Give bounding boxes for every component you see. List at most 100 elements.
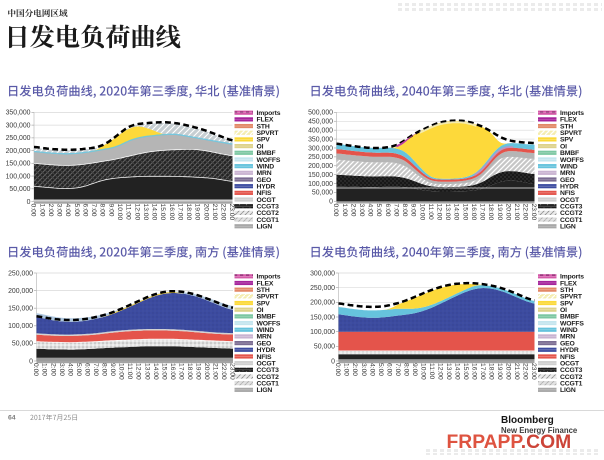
svg-text:0:00: 0:00 (32, 363, 39, 376)
svg-text:FLEX: FLEX (560, 117, 577, 124)
svg-text:2:00: 2:00 (47, 204, 54, 217)
svg-text:20:00: 20:00 (505, 363, 512, 380)
svg-text:OCGT: OCGT (257, 360, 277, 367)
svg-text:GEO: GEO (560, 340, 575, 347)
svg-text:GEO: GEO (560, 177, 575, 184)
svg-text:CCGT2: CCGT2 (257, 210, 280, 217)
svg-text:21:00: 21:00 (513, 204, 520, 221)
svg-text:4:00: 4:00 (64, 204, 71, 217)
svg-text:SPV: SPV (257, 300, 271, 307)
svg-text:5:00: 5:00 (377, 363, 384, 376)
svg-text:SPV: SPV (257, 137, 271, 144)
svg-text:350,000: 350,000 (6, 110, 31, 117)
svg-text:5:00: 5:00 (375, 204, 382, 217)
svg-text:150,000: 150,000 (6, 161, 31, 168)
svg-text:15:00: 15:00 (159, 204, 166, 221)
svg-text:WIND: WIND (560, 163, 578, 170)
svg-text:22:00: 22:00 (522, 204, 529, 221)
svg-text:12:00: 12:00 (437, 363, 444, 380)
svg-text:SPV: SPV (560, 137, 574, 144)
svg-text:WOFFS: WOFFS (560, 320, 584, 327)
svg-text:18:00: 18:00 (487, 204, 494, 221)
svg-text:15:00: 15:00 (462, 363, 469, 380)
svg-text:18:00: 18:00 (186, 363, 193, 380)
svg-text:23:00: 23:00 (530, 363, 537, 380)
svg-text:STH: STH (257, 287, 270, 294)
svg-text:13:00: 13:00 (142, 204, 149, 221)
svg-text:3:00: 3:00 (358, 204, 365, 217)
svg-text:SPVRT: SPVRT (257, 294, 280, 301)
svg-text:16:00: 16:00 (471, 363, 478, 380)
svg-text:2:00: 2:00 (351, 363, 358, 376)
svg-text:17:00: 17:00 (176, 204, 183, 221)
svg-text:11:00: 11:00 (428, 363, 435, 380)
svg-text:20:00: 20:00 (504, 204, 511, 221)
svg-text:1:00: 1:00 (41, 363, 48, 376)
svg-text:NFIS: NFIS (560, 190, 575, 197)
svg-text:200,000: 200,000 (310, 300, 335, 307)
svg-text:0: 0 (329, 199, 333, 206)
svg-text:BMBF: BMBF (560, 150, 579, 157)
svg-text:250,000: 250,000 (310, 285, 335, 292)
svg-text:Imports: Imports (257, 274, 281, 281)
svg-text:MRN: MRN (257, 170, 272, 177)
svg-text:17:00: 17:00 (479, 363, 486, 380)
svg-text:22:00: 22:00 (522, 363, 529, 380)
svg-text:GEO: GEO (257, 177, 272, 184)
svg-text:WIND: WIND (560, 327, 578, 334)
svg-text:OI: OI (257, 143, 264, 150)
svg-text:150,000: 150,000 (310, 314, 335, 321)
svg-text:LIGN: LIGN (257, 387, 273, 394)
svg-text:0:00: 0:00 (30, 204, 37, 217)
svg-text:22:00: 22:00 (220, 204, 227, 221)
svg-text:200,000: 200,000 (6, 148, 31, 155)
svg-text:SPVRT: SPVRT (560, 130, 583, 137)
svg-text:9:00: 9:00 (411, 363, 418, 376)
svg-text:22:00: 22:00 (220, 363, 227, 380)
svg-text:BMBF: BMBF (257, 150, 276, 157)
svg-text:6:00: 6:00 (384, 204, 391, 217)
svg-text:200,000: 200,000 (8, 288, 33, 295)
svg-text:50,000: 50,000 (9, 186, 30, 193)
svg-text:5:00: 5:00 (73, 204, 80, 217)
svg-text:21:00: 21:00 (513, 363, 520, 380)
svg-text:9:00: 9:00 (109, 363, 116, 376)
svg-text:8:00: 8:00 (402, 363, 409, 376)
svg-text:SPVRT: SPVRT (560, 294, 583, 301)
svg-text:250,000: 250,000 (308, 154, 333, 161)
svg-text:WOFFS: WOFFS (560, 157, 584, 164)
svg-text:14:00: 14:00 (151, 204, 158, 221)
svg-text:10:00: 10:00 (419, 363, 426, 380)
svg-text:400,000: 400,000 (308, 127, 333, 134)
svg-text:NFIS: NFIS (560, 354, 575, 361)
svg-text:4:00: 4:00 (66, 363, 73, 376)
svg-text:CCGT1: CCGT1 (257, 217, 280, 224)
svg-text:Imports: Imports (560, 274, 584, 281)
svg-text:3:00: 3:00 (56, 204, 63, 217)
svg-text:1:00: 1:00 (343, 363, 350, 376)
svg-text:FLEX: FLEX (560, 280, 577, 287)
svg-text:10:00: 10:00 (116, 204, 123, 221)
svg-text:7:00: 7:00 (393, 204, 400, 217)
svg-text:19:00: 19:00 (194, 204, 201, 221)
svg-text:13:00: 13:00 (444, 204, 451, 221)
svg-text:12:00: 12:00 (135, 363, 142, 380)
svg-text:11:00: 11:00 (427, 204, 434, 221)
svg-text:10:00: 10:00 (118, 363, 125, 380)
svg-text:MRN: MRN (257, 334, 272, 341)
svg-text:16:00: 16:00 (470, 204, 477, 221)
svg-text:LIGN: LIGN (560, 224, 576, 231)
svg-text:4:00: 4:00 (367, 204, 374, 217)
svg-text:12:00: 12:00 (436, 204, 443, 221)
svg-text:BMBF: BMBF (560, 314, 579, 321)
svg-text:MRN: MRN (560, 334, 575, 341)
svg-text:HYDR: HYDR (257, 347, 276, 354)
svg-text:OI: OI (560, 307, 567, 314)
svg-text:23:00: 23:00 (228, 204, 235, 221)
svg-text:7:00: 7:00 (92, 363, 99, 376)
svg-text:11:00: 11:00 (125, 204, 132, 221)
svg-text:21:00: 21:00 (211, 204, 218, 221)
svg-text:14:00: 14:00 (454, 363, 461, 380)
svg-text:3:00: 3:00 (360, 363, 367, 376)
svg-text:150,000: 150,000 (8, 306, 33, 313)
